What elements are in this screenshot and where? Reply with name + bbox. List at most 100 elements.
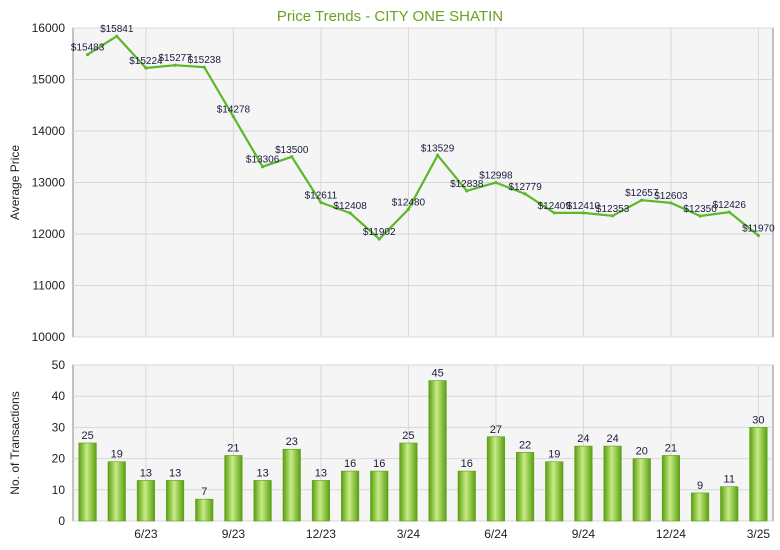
transactions-bar	[574, 445, 593, 522]
price-point-label: $13529	[421, 143, 455, 154]
price-point	[231, 115, 236, 119]
transactions-bar	[486, 436, 505, 522]
transactions-y-tick-label: 50	[52, 358, 66, 372]
price-panel: 10000 11000 12000 13000 14000 15000 16000 Avera…	[8, 21, 775, 344]
price-y-axis-title: Average Price	[8, 145, 22, 220]
price-point	[698, 214, 702, 218]
transactions-bar-label: 25	[402, 430, 414, 442]
price-point-label: $12657	[625, 188, 659, 199]
x-tick-label: 3/24	[397, 527, 421, 541]
x-tick-label: 12/24	[656, 527, 686, 541]
transactions-bar	[632, 458, 651, 522]
transactions-bar	[545, 461, 564, 522]
transactions-bar-label: 21	[227, 442, 239, 454]
price-point	[640, 198, 644, 202]
price-y-tick-label: 14000	[32, 124, 66, 138]
price-point-label: $12611	[305, 191, 338, 202]
transactions-bar	[107, 461, 126, 522]
transactions-y-tick-label: 20	[52, 452, 66, 466]
price-point	[319, 200, 323, 205]
transactions-bar-label: 23	[286, 436, 298, 448]
price-point	[406, 207, 411, 211]
transactions-bar-label: 24	[577, 433, 589, 445]
price-point-label: $15483	[71, 43, 105, 54]
price-point	[202, 65, 206, 69]
transactions-bar	[691, 492, 710, 522]
transactions-bar	[282, 448, 301, 522]
transactions-bar-label: 16	[373, 458, 385, 470]
price-point-label: $11970	[742, 224, 775, 235]
price-point	[756, 233, 761, 238]
transactions-y-tick-label: 30	[52, 420, 66, 434]
price-point	[377, 237, 381, 241]
x-tick-label: 9/23	[222, 527, 246, 541]
transactions-bar	[195, 498, 214, 522]
price-y-tick-label: 11000	[33, 279, 66, 293]
transactions-bar	[516, 452, 535, 522]
price-point-label: $15277	[158, 53, 192, 64]
transactions-bar-label: 16	[344, 458, 356, 470]
transactions-bar	[166, 480, 185, 522]
transactions-bar	[311, 480, 330, 522]
transactions-bar	[399, 442, 418, 522]
transactions-bar	[341, 470, 360, 522]
transactions-bar	[224, 455, 243, 522]
x-tick-label: 12/23	[306, 527, 336, 541]
transactions-bar-label: 27	[490, 424, 502, 436]
price-point	[610, 214, 615, 218]
price-point-label: $12779	[508, 182, 542, 193]
price-point	[348, 211, 352, 215]
transactions-bar	[428, 380, 447, 522]
price-series-line	[87, 35, 760, 241]
price-point	[523, 192, 527, 196]
transactions-bar-label: 19	[548, 449, 560, 461]
transactions-bar	[720, 486, 739, 522]
transactions-bar	[603, 445, 622, 522]
transactions-bar-label: 13	[256, 467, 268, 479]
price-point	[144, 66, 148, 70]
transactions-bar-label: 21	[665, 442, 677, 454]
price-point-label: $12409	[538, 201, 572, 212]
price-point	[494, 181, 498, 185]
price-point-label: $12408	[333, 201, 367, 212]
price-point-label: $12998	[479, 171, 513, 182]
transactions-y-tick-label: 40	[52, 389, 66, 403]
transactions-bar-label: 19	[111, 449, 123, 461]
transactions-bar	[749, 427, 768, 522]
transactions-bar-label: 13	[140, 467, 152, 479]
price-point	[115, 34, 119, 38]
transactions-y-tick-label: 10	[52, 483, 66, 497]
transactions-bar-label: 45	[431, 368, 443, 380]
transactions-bar-label: 7	[201, 486, 207, 498]
transactions-bar	[457, 470, 476, 522]
transactions-bar-label: 11	[724, 474, 735, 486]
price-y-tick-label: 12000	[32, 227, 66, 241]
transactions-bar-label: 20	[636, 446, 648, 458]
x-tick-label: 6/23	[134, 527, 158, 541]
x-tick-label: 9/24	[572, 527, 596, 541]
price-point	[85, 53, 90, 57]
transactions-bar-label: 22	[519, 439, 531, 451]
price-y-tick-label: 15000	[32, 73, 66, 87]
price-point-label: $15224	[129, 56, 163, 67]
transactions-bar	[370, 470, 389, 522]
price-point	[727, 210, 731, 214]
price-point-label: $12480	[392, 197, 426, 208]
price-y-tick-label: 16000	[32, 21, 66, 35]
transactions-bar-label: 24	[606, 433, 618, 445]
price-point-label: $11902	[363, 227, 396, 238]
price-y-tick-label: 13000	[32, 176, 66, 190]
price-point-label: $15841	[100, 24, 134, 35]
price-point	[669, 201, 673, 205]
transactions-bar-label: 13	[315, 467, 327, 479]
x-tick-label: 6/24	[484, 527, 508, 541]
transactions-bar	[661, 455, 680, 522]
transactions-y-axis-title: No. of Transactions	[8, 391, 22, 494]
transactions-panel: 0 10 20 30 40 50 6/23 9/23 12/23 3/24 6/24 9/24 12/2…	[8, 358, 774, 541]
price-point-label: $12410	[567, 201, 601, 212]
price-point-label: $14278	[217, 105, 251, 116]
price-point-label: $12603	[654, 191, 688, 202]
transactions-bar-label: 9	[697, 480, 703, 492]
transactions-bar	[78, 442, 97, 522]
